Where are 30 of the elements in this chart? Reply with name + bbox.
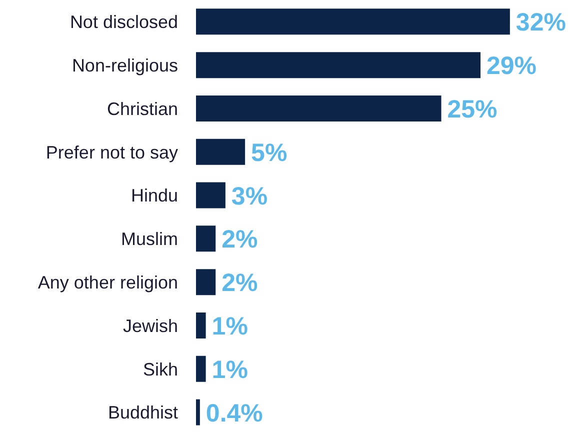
bar: [196, 182, 226, 208]
y-tick-label: Hindu: [130, 186, 178, 206]
bar: [196, 95, 442, 122]
data-label: 0.4%: [206, 399, 263, 428]
bar: [196, 399, 200, 426]
data-label: 2%: [222, 269, 258, 298]
data-label: 32%: [516, 8, 566, 37]
y-tick-label: Not disclosed: [70, 12, 178, 32]
data-label: 1%: [212, 312, 248, 340]
y-tick-label: Sikh: [142, 359, 178, 380]
y-tick-label: Non-religious: [72, 55, 178, 76]
bar: [196, 226, 216, 252]
bar: [196, 138, 246, 165]
bar: [196, 269, 216, 296]
data-label: 2%: [222, 226, 258, 254]
y-tick-label: Any other religion: [38, 272, 178, 292]
bar: [196, 356, 206, 382]
y-tick-label: Jewish: [122, 316, 178, 336]
y-tick-label: Prefer not to say: [46, 142, 178, 162]
bar: [196, 52, 481, 78]
data-label: 25%: [447, 95, 498, 124]
data-label: 29%: [486, 52, 537, 80]
y-tick-label: Buddhist: [108, 402, 178, 423]
bar: [196, 312, 206, 338]
data-label: 3%: [231, 182, 268, 210]
y-tick-label: Christian: [106, 98, 178, 119]
data-label: 1%: [212, 356, 248, 384]
bar: [196, 8, 510, 35]
data-label: 5%: [251, 138, 288, 167]
y-tick-label: Muslim: [121, 229, 178, 250]
